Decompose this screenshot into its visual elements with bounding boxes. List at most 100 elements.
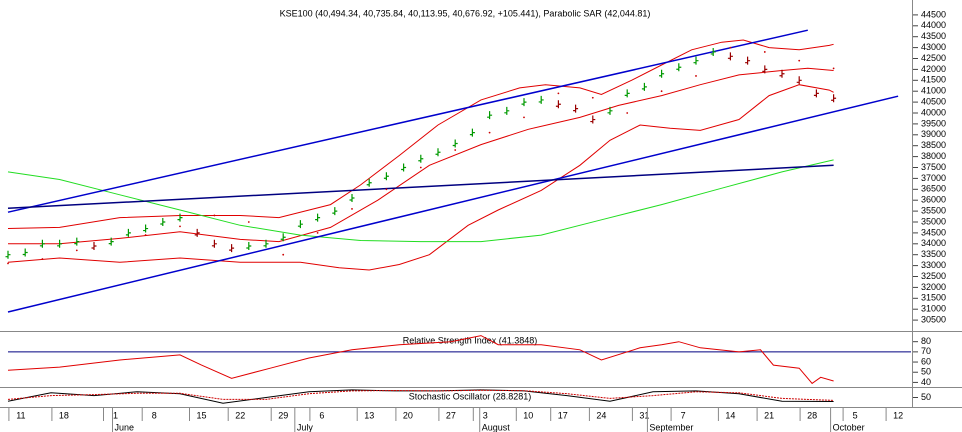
price-bar (74, 237, 80, 246)
x-tick-label: 27 (446, 410, 456, 420)
sar-dot (626, 112, 629, 114)
price-bar (573, 104, 579, 113)
y-tick-label: 80 (921, 336, 931, 346)
month-label: September (649, 422, 693, 432)
indicator-line (7, 159, 834, 243)
x-tick-label: 24 (596, 410, 606, 420)
y-tick-label: 33500 (921, 249, 946, 259)
price-bar (57, 239, 63, 248)
price-bar (813, 89, 819, 98)
x-tick-label: 20 (403, 410, 413, 420)
rsi-title: Relative Strength Index (41.3848) (403, 335, 538, 345)
y-tick-label: 41500 (921, 75, 946, 85)
price-bar (435, 148, 441, 157)
x-tick-label: 28 (807, 410, 817, 420)
x-tick-label: 17 (558, 410, 568, 420)
price-bar (762, 65, 768, 74)
y-tick-label: 42500 (921, 53, 946, 63)
sar-dot (798, 59, 801, 62)
x-tick-label: 10 (523, 410, 533, 420)
price-bar (5, 250, 11, 259)
sar-dot (7, 262, 9, 265)
y-tick-label: 35000 (921, 216, 946, 226)
sar-dot (316, 232, 319, 234)
price-bar (383, 172, 389, 181)
x-tick-label: 31 (639, 410, 649, 420)
x-tick-label: 5 (853, 410, 858, 420)
sar-dot (557, 92, 560, 95)
y-tick-label: 44500 (921, 9, 946, 19)
sar-dot (488, 131, 491, 134)
y-tick-label: 43000 (921, 42, 946, 52)
price-bar (143, 224, 149, 233)
y-tick-label: 43500 (921, 31, 946, 41)
price-bar (469, 128, 475, 137)
price-bar (280, 233, 286, 242)
price-bar (108, 237, 114, 246)
indicator-line (7, 335, 834, 385)
price-bar (177, 213, 183, 222)
x-tick-label: 8 (152, 410, 157, 420)
price-bar (745, 56, 751, 65)
y-tick-label: 31500 (921, 293, 946, 303)
price-bar (366, 178, 372, 187)
y-tick-label: 41000 (921, 86, 946, 96)
price-bar (607, 106, 613, 115)
price-bar (160, 218, 166, 226)
trend-line (7, 29, 808, 213)
y-tick-label: 44000 (921, 20, 946, 30)
price-bar (590, 115, 596, 124)
y-tick-label: 36000 (921, 195, 946, 205)
x-tick-label: 13 (364, 410, 374, 420)
month-label: August (482, 422, 511, 432)
sar-dot (385, 188, 388, 191)
price-bar (39, 239, 45, 248)
x-tick-label: 22 (235, 410, 245, 420)
x-tick-label: 3 (483, 410, 488, 420)
chart-title: KSE100 (40,494.34, 40,735.84, 40,113.95,… (280, 8, 651, 18)
price-bar (521, 98, 527, 107)
trend-line (7, 95, 899, 313)
x-tick-label: 18 (59, 410, 69, 420)
x-tick-label: 7 (681, 410, 686, 420)
y-tick-label: 37500 (921, 162, 946, 172)
price-bar (229, 244, 235, 253)
y-tick-label: 37000 (921, 173, 946, 183)
indicator-line (7, 389, 834, 401)
price-bar (246, 241, 252, 250)
y-tick-label: 38500 (921, 140, 946, 150)
y-tick-label: 31000 (921, 304, 946, 314)
price-bar (194, 228, 200, 237)
y-tick-label: 50 (921, 367, 931, 377)
price-bar (710, 47, 716, 56)
price-bar (125, 228, 131, 237)
price-bar (641, 82, 647, 91)
price-bar (555, 100, 561, 109)
sar-dot (832, 67, 835, 70)
y-tick-label: 30500 (921, 314, 946, 324)
price-bar (659, 69, 665, 78)
price-bar (624, 89, 630, 98)
sar-dot (695, 75, 697, 77)
price-bar (796, 76, 802, 85)
x-tick-label: 15 (196, 410, 206, 420)
y-tick-label: 40 (921, 377, 931, 387)
price-bar (452, 139, 458, 148)
sar-dot (660, 90, 663, 93)
sar-dot (41, 258, 44, 260)
sar-dot (729, 46, 732, 49)
x-tick-label: 14 (725, 410, 735, 420)
x-tick-label: 12 (893, 410, 903, 420)
sar-dot (75, 249, 78, 252)
y-tick-label: 60 (921, 356, 931, 366)
price-bar (779, 69, 785, 78)
price-bar (332, 207, 338, 216)
y-tick-label: 50 (921, 392, 931, 402)
month-label: June (115, 422, 135, 432)
price-bar (727, 52, 733, 61)
price-bar (538, 95, 544, 104)
y-tick-label: 34000 (921, 238, 946, 248)
price-bar (315, 213, 321, 222)
indicator-line (7, 39, 834, 229)
